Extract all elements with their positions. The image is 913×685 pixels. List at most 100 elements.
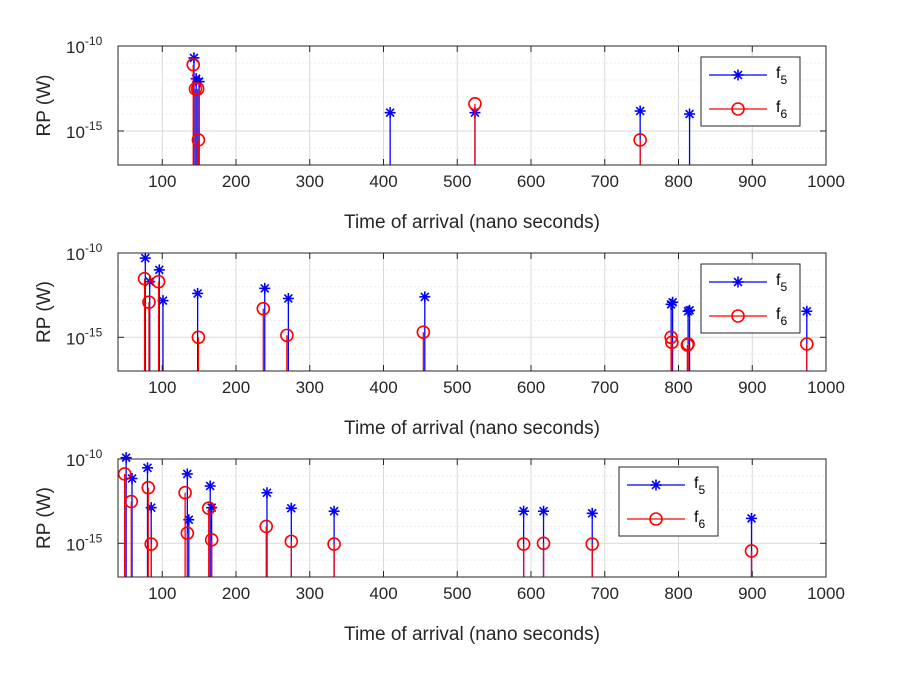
- x-tick-label: 800: [664, 584, 692, 603]
- asterisk-marker: [181, 468, 193, 480]
- circle-marker: [681, 337, 695, 351]
- circle-marker: [204, 533, 219, 547]
- series-f6: [186, 57, 647, 165]
- x-tick-label: 200: [222, 172, 250, 191]
- data-series: [186, 52, 696, 165]
- x-tick-label: 300: [296, 584, 324, 603]
- asterisk-marker: [634, 105, 646, 117]
- circle-marker: [178, 485, 192, 500]
- circle-marker: [468, 96, 482, 111]
- circle-marker: [144, 537, 158, 551]
- x-tick-label: 200: [222, 584, 250, 603]
- y-tick-label: 10-15: [66, 531, 103, 554]
- y-axis-label: RP (W): [34, 281, 55, 343]
- asterisk-marker: [684, 108, 696, 120]
- legend-label: f5: [776, 65, 787, 87]
- asterisk-marker: [120, 452, 132, 464]
- x-tick-labels: 100 200 300 400 500 600 700 800 900 1000: [148, 459, 845, 603]
- x-tick-label: 700: [591, 378, 619, 397]
- circle-marker: [649, 512, 663, 526]
- circle-marker: [191, 133, 206, 147]
- y-tick-labels: 10-10 10-15: [66, 241, 826, 348]
- circle-marker: [190, 82, 205, 96]
- legend-box: [700, 263, 801, 334]
- circle-marker: [142, 295, 156, 310]
- x-axis-label: Time of arrival (nano seconds): [344, 624, 600, 645]
- circle-marker: [633, 133, 647, 147]
- x-tick-label: 600: [517, 584, 545, 603]
- series-f5: [120, 452, 758, 577]
- asterisk-marker: [586, 507, 598, 519]
- circle-marker: [536, 536, 551, 551]
- legend-box: [700, 56, 801, 127]
- x-tick-label: 1000: [807, 378, 845, 397]
- asterisk-marker: [732, 276, 744, 288]
- x-tick-label: 200: [222, 378, 250, 397]
- circle-marker: [141, 480, 156, 495]
- legend-box: [618, 466, 719, 537]
- asterisk-marker: [259, 282, 271, 294]
- x-tick-label: 400: [369, 172, 397, 191]
- chart-panel-2: 100 200 300 400 500 600 700 800 900 100010-1010-1…: [34, 241, 845, 439]
- asterisk-marker: [285, 502, 297, 514]
- asterisk-marker: [261, 487, 273, 499]
- y-tick-label: 10-10: [66, 447, 103, 470]
- series-f6: [117, 467, 759, 577]
- chart-panel-1: 100 200 300 400 500 600 700 800 900 100010-1010-1…: [34, 34, 845, 233]
- legend-label: f6: [776, 99, 787, 121]
- x-tick-label: 700: [591, 172, 619, 191]
- y-axis-label: RP (W): [34, 75, 55, 137]
- axes-box: [117, 252, 827, 372]
- circle-marker: [416, 325, 431, 340]
- circle-marker: [201, 501, 216, 516]
- chart-panel-3: 100 200 300 400 500 600 700 800 900 100010-1010-1…: [34, 447, 845, 645]
- circle-marker: [259, 519, 274, 534]
- circle-marker: [280, 328, 294, 343]
- series-f6: [137, 271, 814, 371]
- x-tick-label: 600: [517, 378, 545, 397]
- x-tick-label: 900: [738, 172, 766, 191]
- asterisk-marker: [192, 287, 204, 299]
- x-tick-label: 300: [296, 378, 324, 397]
- circle-marker: [191, 330, 206, 345]
- legend: f5 f6: [700, 263, 801, 334]
- asterisk-marker: [183, 514, 195, 526]
- x-tick-label: 400: [369, 378, 397, 397]
- x-tick-label: 600: [517, 172, 545, 191]
- circle-marker: [516, 537, 531, 551]
- y-tick-labels: 10-10 10-15: [66, 447, 826, 554]
- y-tick-label: 10-15: [66, 119, 103, 142]
- asterisk-marker: [684, 304, 696, 316]
- asterisk-marker: [384, 107, 396, 119]
- x-tick-label: 800: [664, 172, 692, 191]
- circle-marker: [256, 301, 271, 316]
- axes-box: [117, 45, 827, 166]
- circle-marker: [124, 494, 139, 509]
- legend-label: f6: [694, 509, 705, 531]
- x-axis-label: Time of arrival (nano seconds): [344, 212, 600, 233]
- asterisk-marker: [142, 462, 153, 474]
- x-tick-label: 900: [738, 378, 766, 397]
- x-tick-label: 700: [591, 584, 619, 603]
- circle-marker: [731, 102, 745, 116]
- asterisk-marker: [650, 479, 662, 491]
- circle-marker: [585, 537, 600, 551]
- x-tick-label: 100: [148, 172, 176, 191]
- circle-marker: [327, 537, 341, 551]
- asterisk-marker: [328, 505, 340, 517]
- asterisk-marker: [157, 295, 169, 307]
- legend: f5 f6: [700, 56, 801, 127]
- x-tick-label: 500: [443, 584, 471, 603]
- y-tick-label: 10-15: [66, 325, 103, 348]
- x-tick-label: 100: [148, 584, 176, 603]
- circle-marker: [151, 274, 166, 289]
- x-tick-label: 800: [664, 378, 692, 397]
- x-tick-label: 100: [148, 378, 176, 397]
- circle-marker: [284, 534, 299, 549]
- x-tick-label: 500: [443, 172, 471, 191]
- x-tick-label: 1000: [807, 172, 845, 191]
- legend: f5 f6: [618, 466, 719, 537]
- circle-marker: [665, 335, 679, 350]
- asterisk-marker: [139, 252, 151, 264]
- asterisk-marker: [145, 502, 157, 514]
